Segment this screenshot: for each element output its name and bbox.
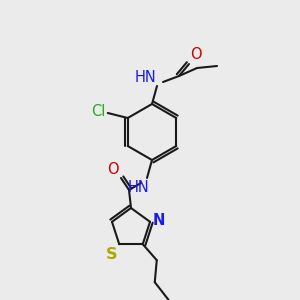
Text: HN: HN	[134, 70, 156, 85]
Text: Cl: Cl	[92, 104, 106, 119]
Text: N: N	[153, 213, 165, 228]
Text: S: S	[106, 247, 117, 262]
Text: O: O	[190, 47, 202, 62]
Text: HN: HN	[127, 180, 149, 195]
Text: O: O	[107, 162, 119, 177]
